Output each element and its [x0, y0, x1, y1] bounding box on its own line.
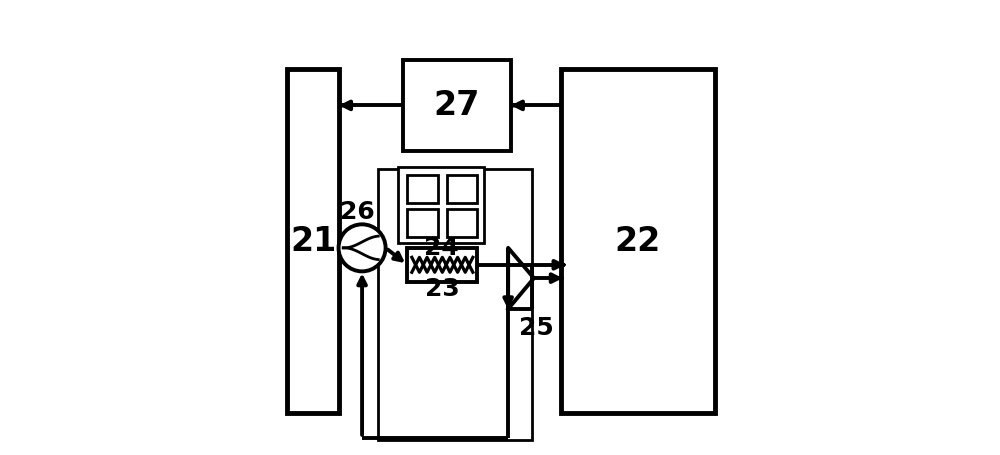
Bar — [561, 69, 715, 413]
Bar — [403, 60, 511, 151]
Text: 27: 27 — [434, 89, 480, 122]
Bar — [407, 248, 477, 282]
Polygon shape — [508, 248, 534, 309]
Circle shape — [339, 224, 386, 271]
Text: 24: 24 — [424, 236, 459, 260]
Bar — [287, 69, 339, 413]
Bar — [378, 169, 532, 440]
Bar — [398, 167, 484, 243]
Text: 26: 26 — [340, 200, 374, 224]
Bar — [407, 175, 438, 202]
Bar — [407, 209, 438, 238]
Text: 22: 22 — [615, 225, 661, 258]
Text: 25: 25 — [519, 316, 554, 340]
Bar — [447, 209, 477, 238]
Text: 23: 23 — [425, 277, 459, 301]
Text: 21: 21 — [290, 225, 337, 258]
Bar — [447, 175, 477, 202]
